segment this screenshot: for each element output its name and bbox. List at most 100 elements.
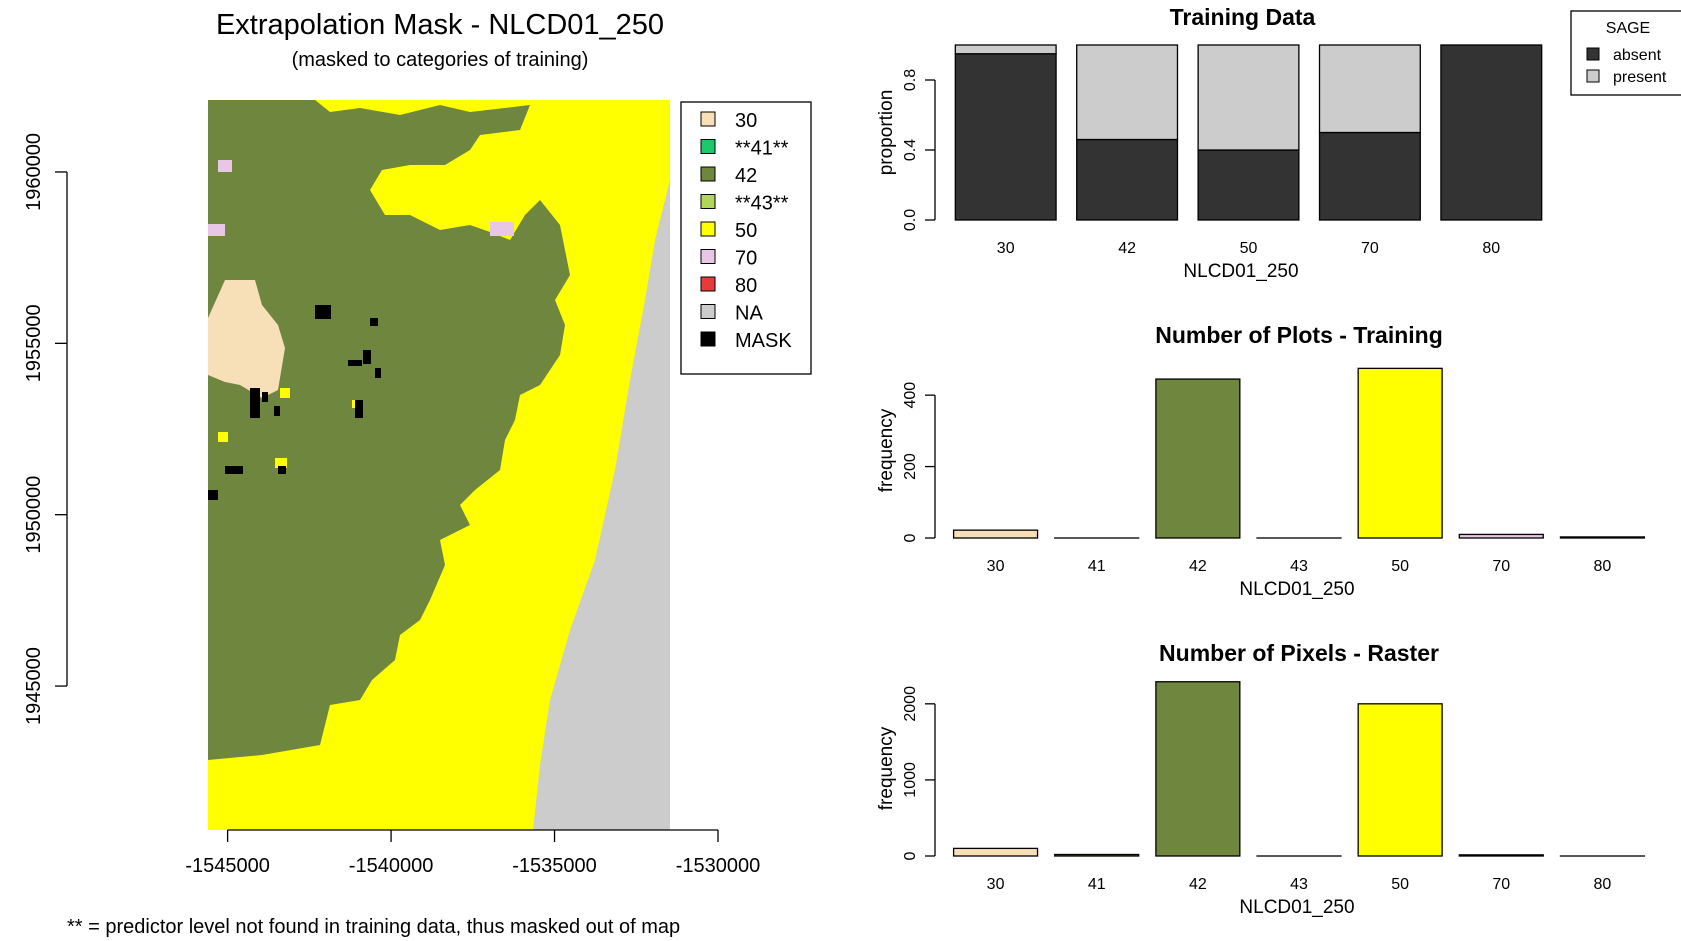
y-tick-label: 2000 <box>902 686 919 722</box>
y-tick-label: 0.4 <box>902 139 919 161</box>
x-tick-label: 43 <box>1290 558 1308 575</box>
y-tick-label: 200 <box>902 453 919 480</box>
x-axis-label: NLCD01_250 <box>1239 579 1354 600</box>
bar <box>952 847 1039 857</box>
map-region-50-a <box>280 388 290 398</box>
map-legend-swatch <box>700 331 716 347</box>
y-tick-label: 400 <box>902 382 919 409</box>
x-tick-label: 50 <box>1240 240 1258 257</box>
y-tick-label: 0 <box>902 533 919 542</box>
map-region-50-east <box>208 100 670 830</box>
map-legend-label: 50 <box>735 220 757 242</box>
map-x-tick-label: -1540000 <box>349 855 434 877</box>
x-tick-label: 41 <box>1088 558 1106 575</box>
map-legend-label: 42 <box>735 165 757 187</box>
pixels-raster-chart: Number of Pixels - Raster 30 41 42 43 50 70 80 0… <box>876 640 1646 918</box>
y-axis-label: proportion <box>876 90 897 176</box>
x-tick-label: 43 <box>1290 876 1308 893</box>
map-region-70-c <box>490 222 514 236</box>
bar <box>1458 854 1544 857</box>
bar <box>952 529 1039 539</box>
x-tick-label: 80 <box>1594 558 1612 575</box>
map-legend-label: 80 <box>735 275 757 297</box>
bar-absent <box>1318 131 1421 221</box>
y-axis-label: frequency <box>876 408 897 492</box>
map-x-axis: -1545000 -1540000 -1535000 -1530000 <box>185 829 761 877</box>
map-region-50-c <box>275 458 287 468</box>
sage-legend-swatch <box>1586 69 1600 83</box>
plots-training-chart: Number of Plots - Training 30 41 42 43 50 70 80… <box>876 322 1646 600</box>
map-legend-label: MASK <box>735 330 792 352</box>
bar-present <box>1318 44 1421 134</box>
map-region-na <box>533 180 670 830</box>
map-x-tick-label: -1545000 <box>185 855 270 877</box>
y-tick-label: 1000 <box>902 762 919 798</box>
x-tick-label: 80 <box>1482 240 1500 257</box>
map-subtitle: (masked to categories of training) <box>292 49 589 71</box>
x-tick-label: 70 <box>1492 558 1510 575</box>
x-tick-label: 70 <box>1492 876 1510 893</box>
bar <box>1155 681 1241 857</box>
map-region-30 <box>208 280 285 398</box>
chart-title: Number of Plots - Training <box>1155 322 1443 348</box>
bar-present <box>1197 44 1300 151</box>
map-mask-cells <box>208 305 381 500</box>
bar-absent <box>1440 44 1543 221</box>
bar-present <box>1076 44 1179 141</box>
map-legend: 30 **41** 42 **43** 50 70 80 NA MASK <box>700 110 792 352</box>
map-raster <box>208 100 670 830</box>
map-legend-label: 70 <box>735 248 757 270</box>
bar-absent <box>1197 149 1300 221</box>
map-y-axis: 1960000 1955000 1950000 1945000 <box>23 133 68 725</box>
y-tick-label: 0.8 <box>902 69 919 91</box>
y-tick-label: 0.0 <box>902 209 919 231</box>
x-tick-label: 42 <box>1118 240 1136 257</box>
map-y-tick-label: 1955000 <box>23 304 45 382</box>
sage-legend-label: present <box>1613 69 1667 86</box>
map-region-70-b <box>208 224 225 236</box>
bar <box>1559 536 1646 539</box>
sage-legend: SAGE absent present <box>1570 10 1681 96</box>
y-axis-label: frequency <box>876 726 897 810</box>
x-tick-label: 70 <box>1361 240 1379 257</box>
map-legend-swatch <box>700 194 716 209</box>
map-title: Extrapolation Mask - NLCD01_250 <box>216 9 664 41</box>
training-data-chart: Training Data 30 42 50 70 80 0.0 0.4 0.8 proporti… <box>876 4 1543 282</box>
sage-legend-title: SAGE <box>1606 20 1650 37</box>
x-tick-label: 30 <box>987 876 1005 893</box>
map-y-tick-label: 1950000 <box>23 476 45 554</box>
x-tick-label: 30 <box>997 240 1015 257</box>
bar-present <box>954 44 1057 55</box>
map-legend-label: 30 <box>735 110 757 132</box>
bar <box>1458 533 1544 539</box>
map-legend-swatch <box>700 166 716 182</box>
map-region-50-d <box>218 432 228 442</box>
map-y-tick-label: 1945000 <box>23 647 45 725</box>
x-tick-label: 42 <box>1189 558 1207 575</box>
x-tick-label: 50 <box>1391 558 1409 575</box>
map-x-tick-label: -1535000 <box>512 855 597 877</box>
map-legend-label: NA <box>735 303 763 325</box>
map-x-tick-label: -1530000 <box>676 855 761 877</box>
x-tick-label: 80 <box>1594 876 1612 893</box>
bar-absent <box>1076 138 1179 221</box>
map-legend-swatch <box>700 249 716 264</box>
map-legend-swatch <box>700 111 716 127</box>
map-legend-label: **41** <box>735 138 789 160</box>
x-tick-label: 30 <box>987 558 1005 575</box>
x-tick-label: 50 <box>1391 876 1409 893</box>
x-tick-label: 41 <box>1088 876 1106 893</box>
bar <box>1357 703 1443 857</box>
map-legend-label: **43** <box>735 193 789 215</box>
map-legend-swatch <box>700 304 716 319</box>
bar <box>1054 853 1140 857</box>
map-region-70-a <box>218 160 232 172</box>
map-footnote: ** = predictor level not found in traini… <box>67 916 680 938</box>
map-y-tick-label: 1960000 <box>23 133 45 211</box>
bar <box>1357 367 1443 539</box>
map-legend-swatch <box>700 221 716 237</box>
x-axis-label: NLCD01_250 <box>1183 261 1298 282</box>
sage-legend-label: absent <box>1613 47 1662 64</box>
x-tick-label: 42 <box>1189 876 1207 893</box>
sage-legend-swatch <box>1586 47 1600 61</box>
